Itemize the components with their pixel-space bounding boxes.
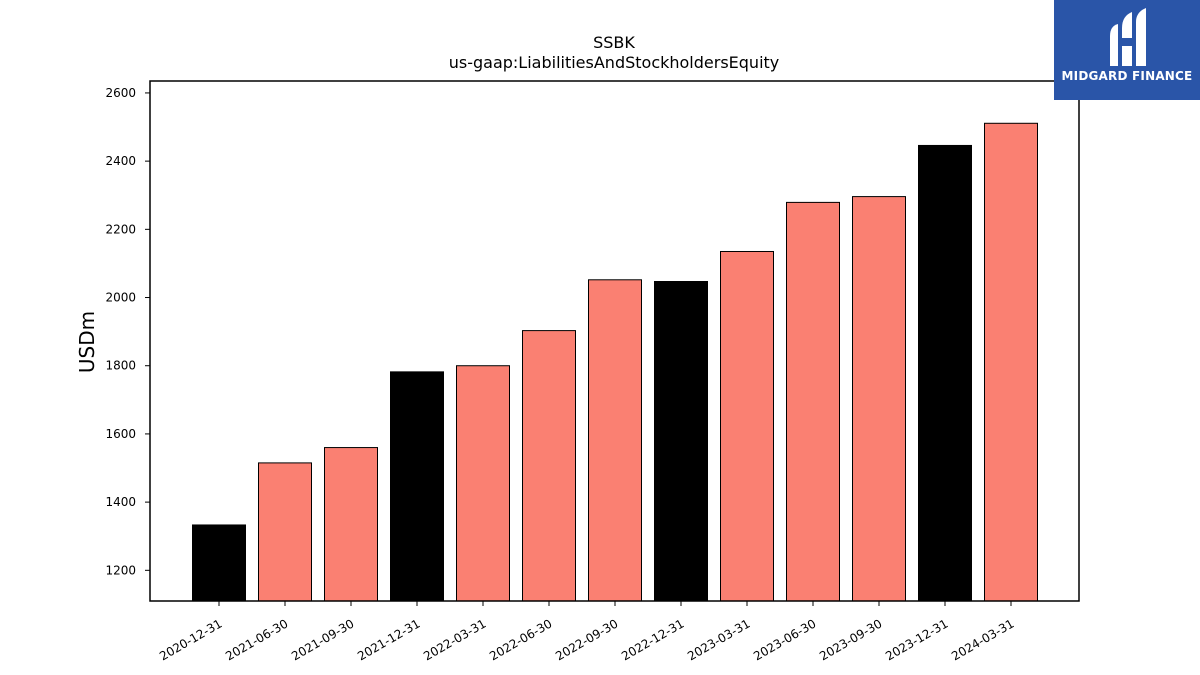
y-ticks-group: 1200 1400 1600 1800 2000 2200 2400 2600	[105, 86, 150, 577]
bar-2021-06-30	[258, 462, 312, 602]
bar-2022-12-31	[654, 280, 708, 602]
bar-2020-12-31	[192, 524, 246, 602]
x-tick-label: 2021-06-30	[223, 616, 290, 663]
bar-2022-09-30	[588, 279, 642, 602]
x-tick-label: 2022-03-31	[421, 616, 488, 663]
midgard-finance-logo: MIDGARD FINANCE	[1054, 0, 1200, 100]
y-tick-label: 2200	[105, 222, 136, 236]
x-tick-label: 2022-06-30	[487, 616, 554, 663]
bar-2022-06-30	[522, 330, 576, 602]
logo-text: MIDGARD FINANCE	[1061, 69, 1193, 83]
bar-2023-09-30	[852, 196, 906, 602]
bar-2023-03-31	[720, 250, 774, 602]
x-tick-label: 2022-09-30	[553, 616, 620, 663]
x-tick-label: 2023-06-30	[751, 616, 818, 663]
y-tick-label: 1600	[105, 427, 136, 441]
x-tick-label: 2021-09-30	[289, 616, 356, 663]
plot-frame	[149, 80, 1080, 602]
midgard-logo-icon	[1110, 8, 1146, 66]
y-tick-label: 1800	[105, 359, 136, 373]
bar-2023-12-31	[918, 144, 972, 602]
bars-group	[192, 122, 1038, 602]
chart-subtitle: us-gaap:LiabilitiesAndStockholdersEquity	[449, 53, 780, 72]
chart-title: SSBK	[593, 33, 635, 52]
x-tick-label: 2023-09-30	[817, 616, 884, 663]
y-axis-label: USDm	[75, 311, 99, 373]
x-tick-label: 2021-12-31	[355, 616, 422, 663]
y-tick-label: 2600	[105, 86, 136, 100]
bar-2022-03-31	[456, 365, 510, 602]
y-tick-label: 2000	[105, 291, 136, 305]
bar-2021-12-31	[390, 371, 444, 602]
x-ticks-group: 2020-12-312021-06-302021-09-302021-12-31…	[157, 601, 1017, 663]
x-tick-label: 2020-12-31	[157, 616, 224, 663]
x-tick-label: 2024-03-31	[949, 616, 1016, 663]
y-tick-label: 2400	[105, 154, 136, 168]
x-tick-label: 2023-12-31	[883, 616, 950, 663]
bar-2021-09-30	[324, 447, 378, 602]
y-tick-label: 1200	[105, 563, 136, 577]
bar-2023-06-30	[786, 201, 840, 602]
x-tick-label: 2022-12-31	[619, 616, 686, 663]
y-tick-label: 1400	[105, 495, 136, 509]
bar-2024-03-31	[984, 122, 1038, 602]
x-tick-label: 2023-03-31	[685, 616, 752, 663]
